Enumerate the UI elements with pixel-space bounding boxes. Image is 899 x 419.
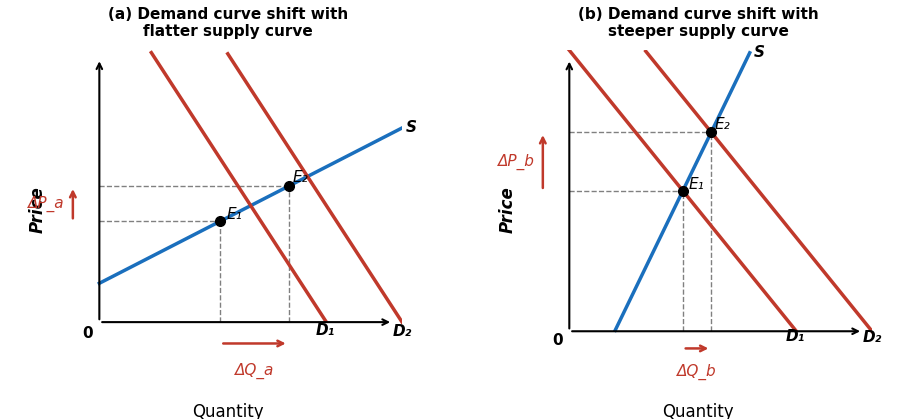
- Text: D₁: D₁: [316, 323, 335, 338]
- Text: 0: 0: [83, 326, 93, 341]
- Text: E₁: E₁: [689, 177, 704, 192]
- X-axis label: Quantity: Quantity: [192, 403, 263, 419]
- Text: E₁: E₁: [227, 207, 242, 222]
- Text: ΔQ_b: ΔQ_b: [677, 364, 717, 380]
- Text: 0: 0: [553, 333, 564, 348]
- Y-axis label: Price: Price: [29, 186, 47, 233]
- Text: S: S: [753, 45, 764, 60]
- Text: ΔP_b: ΔP_b: [498, 153, 535, 170]
- Title: (b) Demand curve shift with
steeper supply curve: (b) Demand curve shift with steeper supp…: [577, 7, 818, 39]
- Text: D₁: D₁: [786, 329, 806, 344]
- Text: D₂: D₂: [862, 330, 882, 345]
- Text: S: S: [405, 120, 417, 135]
- Text: E₂: E₂: [715, 117, 731, 132]
- Text: ΔQ_a: ΔQ_a: [235, 363, 274, 379]
- Title: (a) Demand curve shift with
flatter supply curve: (a) Demand curve shift with flatter supp…: [108, 7, 348, 39]
- Text: D₂: D₂: [393, 324, 412, 339]
- Text: ΔP_a: ΔP_a: [28, 196, 65, 212]
- X-axis label: Quantity: Quantity: [663, 403, 734, 419]
- Text: E₂: E₂: [292, 170, 308, 185]
- Y-axis label: Price: Price: [499, 186, 517, 233]
